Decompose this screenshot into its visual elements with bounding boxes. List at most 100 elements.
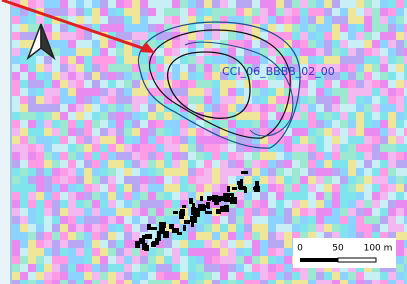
raster-cell xyxy=(204,272,212,280)
raster-cell xyxy=(100,224,108,232)
raster-cell xyxy=(20,64,28,72)
raster-cell xyxy=(84,208,92,216)
raster-cell xyxy=(212,232,220,240)
raster-cell xyxy=(20,112,28,120)
raster-cell xyxy=(340,16,348,24)
raster-cell xyxy=(316,184,324,192)
raster-cell xyxy=(180,120,188,128)
raster-cell xyxy=(356,80,364,88)
raster-cell xyxy=(108,104,116,112)
raster-cell xyxy=(276,216,284,224)
raster-cell xyxy=(260,112,268,120)
raster-cell xyxy=(316,120,324,128)
raster-cell xyxy=(20,16,28,24)
raster-cell xyxy=(348,200,356,208)
raster-cell xyxy=(324,96,332,104)
raster-cell xyxy=(28,72,36,80)
raster-cell xyxy=(340,96,348,104)
raster-cell xyxy=(12,64,20,72)
raster-cell xyxy=(116,0,124,8)
raster-cell xyxy=(68,176,76,184)
raster-cell xyxy=(60,120,68,128)
raster-cell xyxy=(396,176,404,184)
raster-cell xyxy=(228,160,236,168)
raster-cell xyxy=(340,144,348,152)
raster-cell xyxy=(372,280,380,284)
raster-cell xyxy=(76,48,84,56)
raster-cell xyxy=(28,168,36,176)
raster-cell xyxy=(196,136,204,144)
raster-cell xyxy=(76,16,84,24)
raster-cell xyxy=(340,112,348,120)
raster-cell xyxy=(228,232,236,240)
raster-cell xyxy=(132,80,140,88)
raster-cell xyxy=(84,256,92,264)
raster-cell xyxy=(28,264,36,272)
raster-cell xyxy=(60,248,68,256)
raster-cell xyxy=(180,88,188,96)
raster-cell xyxy=(292,0,300,8)
raster-cell xyxy=(284,176,292,184)
raster-cell xyxy=(228,272,236,280)
raster-cell xyxy=(252,56,260,64)
raster-cell xyxy=(372,24,380,32)
raster-cell xyxy=(84,200,92,208)
raster-cell xyxy=(76,0,84,8)
raster-cell xyxy=(132,88,140,96)
raster-cell xyxy=(236,8,244,16)
raster-cell xyxy=(20,88,28,96)
raster-cell xyxy=(348,24,356,32)
raster-cell xyxy=(380,160,388,168)
raster-cell xyxy=(124,88,132,96)
raster-cell xyxy=(364,64,372,72)
raster-cell xyxy=(308,88,316,96)
raster-cell xyxy=(380,280,388,284)
raster-cell xyxy=(284,232,292,240)
raster-cell xyxy=(260,248,268,256)
raster-cell xyxy=(116,112,124,120)
raster-cell xyxy=(236,24,244,32)
raster-cell xyxy=(52,160,60,168)
raster-cell xyxy=(156,192,164,200)
raster-cell xyxy=(212,280,220,284)
raster-cell xyxy=(100,168,108,176)
raster-cell xyxy=(380,0,388,8)
raster-cell xyxy=(388,0,396,8)
raster-cell xyxy=(100,80,108,88)
raster-cell xyxy=(156,112,164,120)
raster-cell xyxy=(132,8,140,16)
nodata-patch xyxy=(163,231,169,238)
raster-cell xyxy=(396,256,404,264)
raster-cell xyxy=(84,32,92,40)
raster-cell xyxy=(236,248,244,256)
raster-cell xyxy=(108,96,116,104)
raster-cell xyxy=(92,144,100,152)
raster-cell xyxy=(396,104,404,112)
raster-cell xyxy=(180,160,188,168)
raster-cell xyxy=(284,168,292,176)
raster-cell xyxy=(116,256,124,264)
raster-cell xyxy=(204,184,212,192)
raster-cell xyxy=(364,48,372,56)
raster-cell xyxy=(188,56,196,64)
raster-cell xyxy=(60,128,68,136)
raster-cell xyxy=(260,16,268,24)
raster-cell xyxy=(76,280,84,284)
raster-cell xyxy=(348,160,356,168)
raster-cell xyxy=(380,8,388,16)
raster-cell xyxy=(148,144,156,152)
raster-cell xyxy=(300,144,308,152)
raster-cell xyxy=(116,72,124,80)
raster-cell xyxy=(292,152,300,160)
raster-cell xyxy=(380,224,388,232)
raster-cell xyxy=(172,88,180,96)
raster-cell xyxy=(220,32,228,40)
raster-cell xyxy=(124,48,132,56)
raster-cell xyxy=(132,280,140,284)
raster-cell xyxy=(316,104,324,112)
raster-cell xyxy=(228,240,236,248)
raster-cell xyxy=(124,232,132,240)
raster-cell xyxy=(156,0,164,8)
raster-cell xyxy=(60,112,68,120)
raster-cell xyxy=(268,216,276,224)
